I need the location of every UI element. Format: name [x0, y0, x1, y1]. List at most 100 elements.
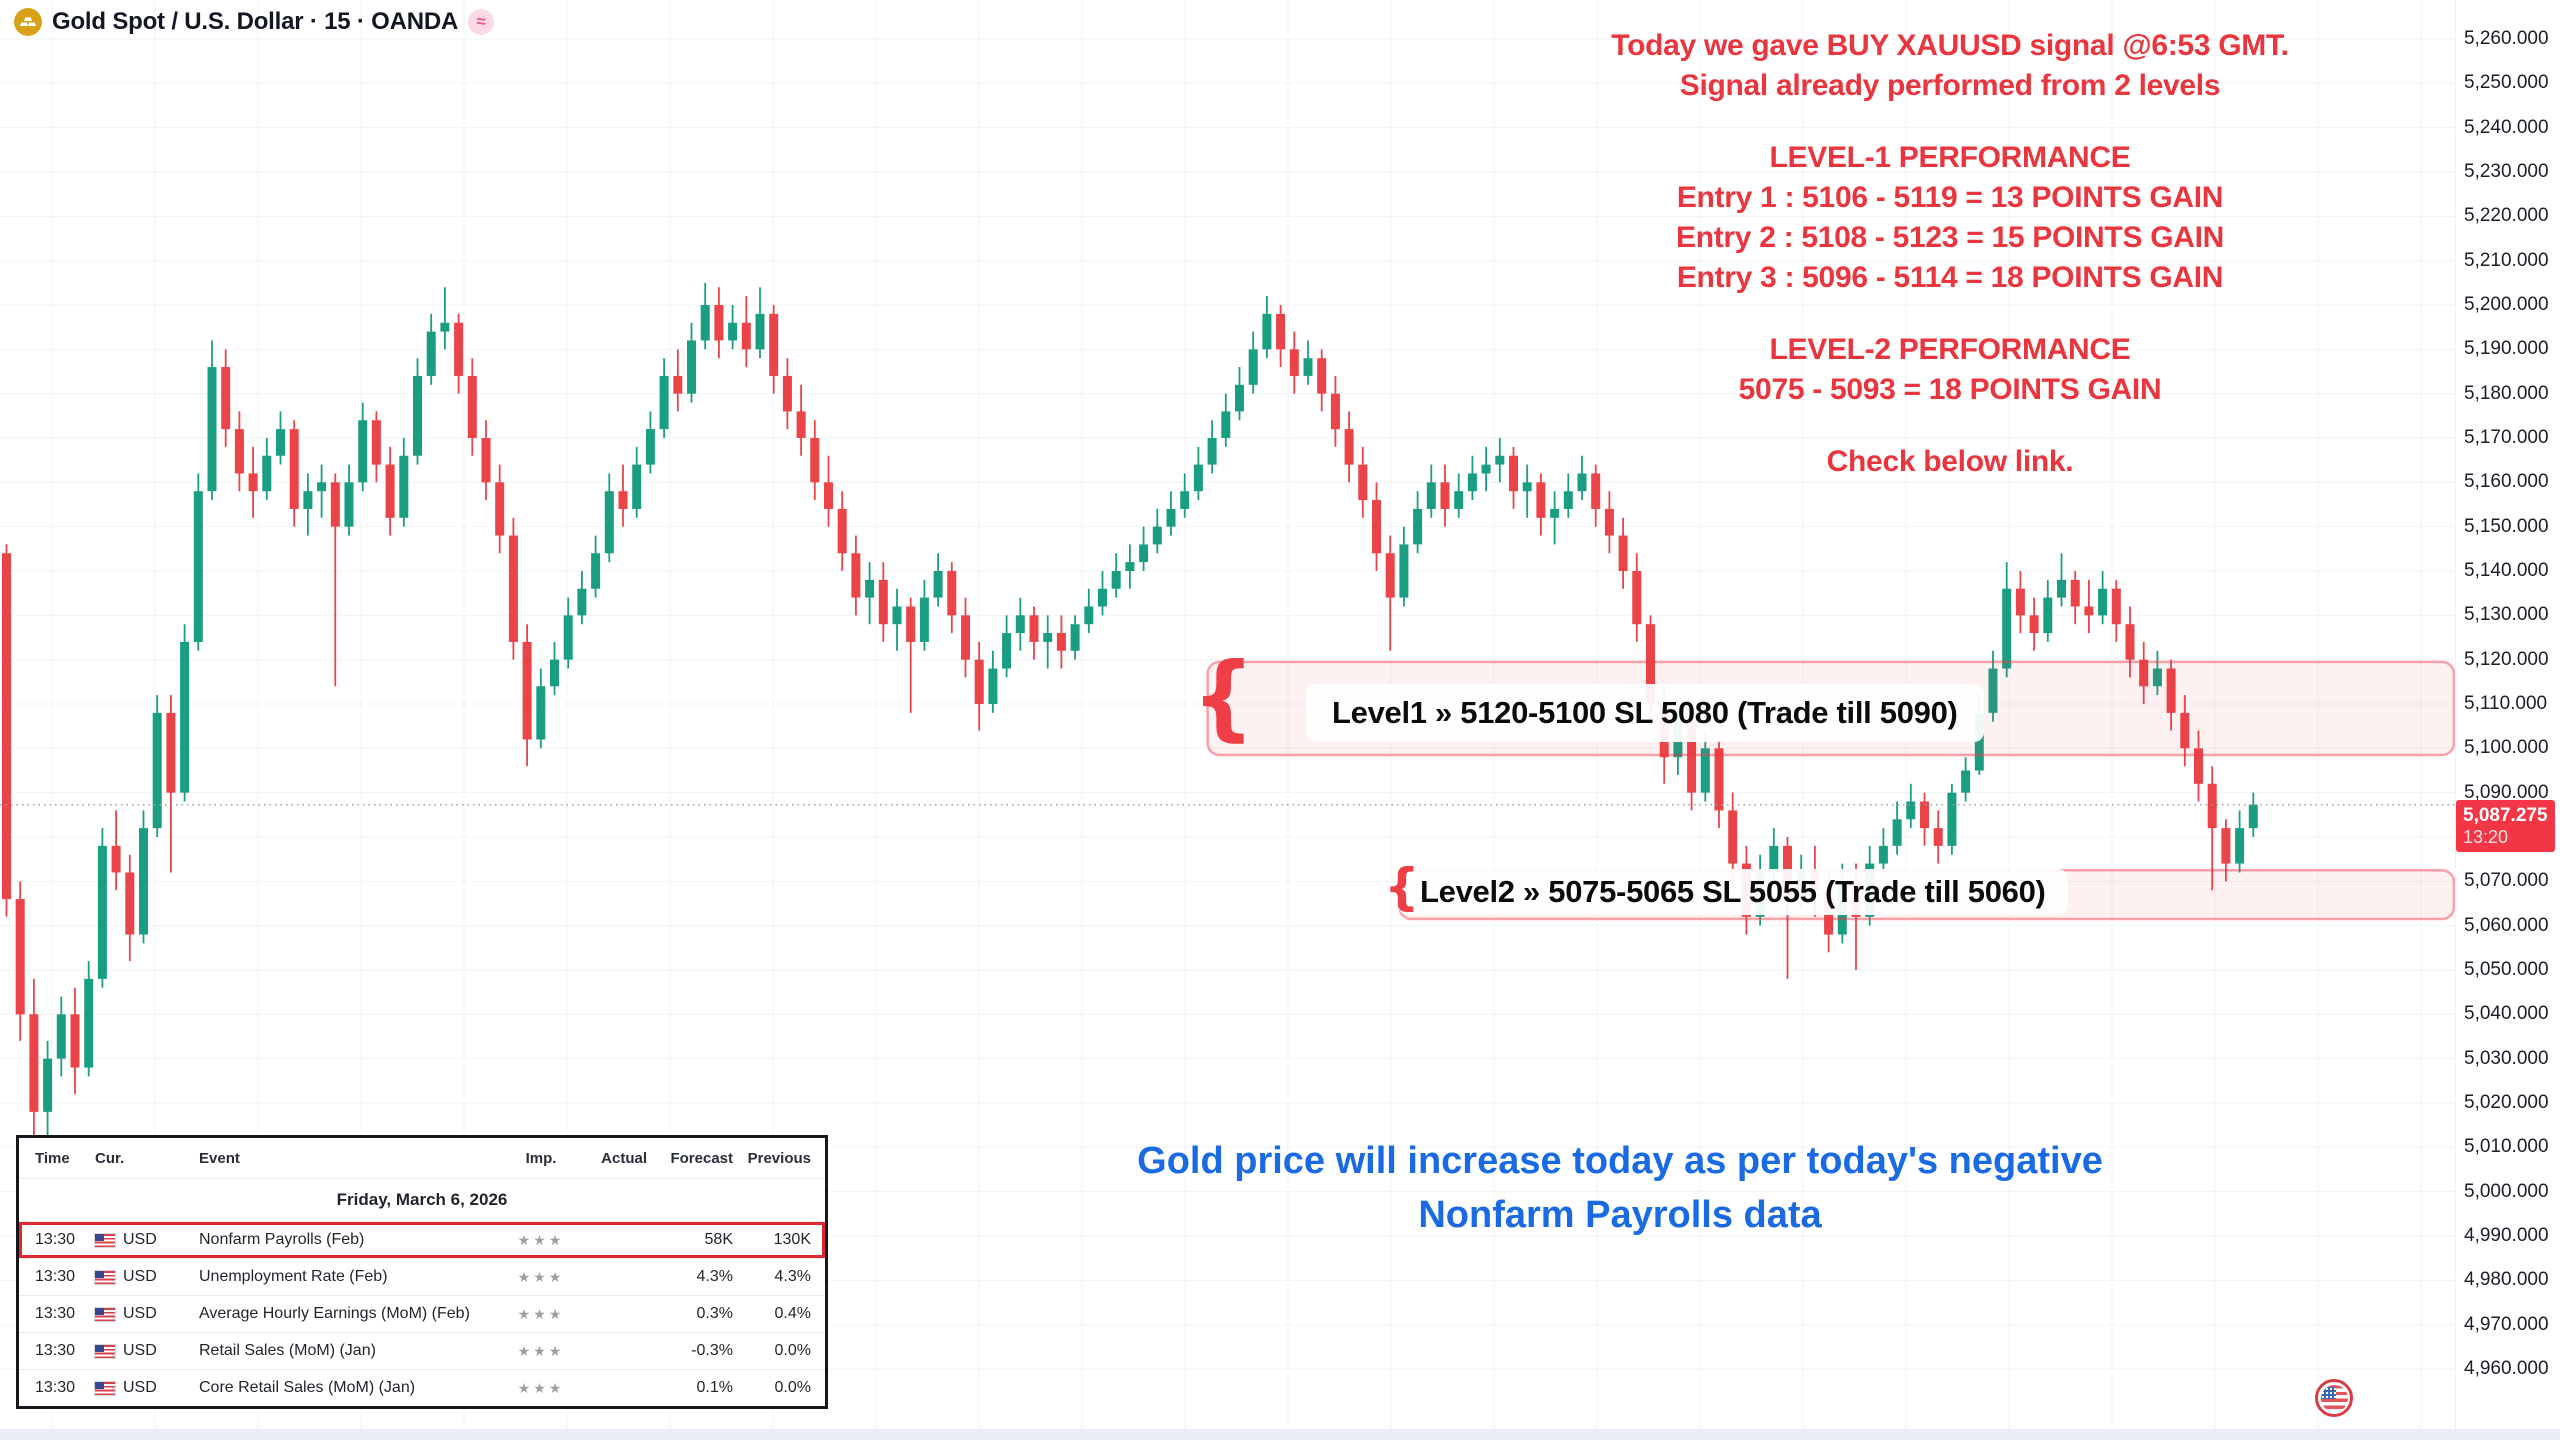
- calendar-row[interactable]: 13:30 USD Core Retail Sales (MoM) (Jan) ★★★…: [19, 1369, 825, 1406]
- price-axis-label: 5,030.000: [2464, 1047, 2549, 1069]
- candle: [125, 854, 135, 962]
- annotation-line: Today we gave BUY XAUUSD signal @6:53 GM…: [1611, 29, 2289, 62]
- candle: [1221, 393, 1231, 447]
- price-axis-label: 5,250.000: [2464, 72, 2549, 94]
- annotation-line: LEVEL-1 PERFORMANCE: [1769, 141, 2131, 174]
- level1-zone-label: Level1 » 5120-5100 SL 5080 (Trade till 5…: [1306, 684, 1984, 742]
- candle: [495, 464, 505, 554]
- annotation-line: LEVEL-2 PERFORMANCE: [1769, 333, 2131, 366]
- candle: [426, 313, 436, 385]
- price-axis-label: 5,190.000: [2464, 338, 2549, 360]
- price-axis-label: 5,230.000: [2464, 160, 2549, 182]
- candle: [234, 411, 244, 492]
- candle: [1577, 455, 1587, 501]
- us-flag-icon: [94, 1343, 116, 1359]
- us-flag-icon: [94, 1269, 116, 1285]
- calendar-row[interactable]: 13:30 USD Unemployment Rate (Feb) ★★★ 4.3% 4.…: [19, 1258, 825, 1295]
- candle: [851, 535, 861, 616]
- candle: [1933, 810, 1943, 864]
- candle: [289, 420, 299, 527]
- candle: [1467, 455, 1477, 501]
- currency-code: USD: [123, 1305, 157, 1322]
- annotation-line: Check below link.: [1826, 445, 2074, 478]
- candle: [2180, 695, 2190, 767]
- candle: [892, 588, 902, 651]
- importance-stars-icon: ★★★: [517, 1305, 565, 1322]
- previous-value: 0.4%: [774, 1305, 811, 1322]
- candle: [591, 535, 601, 598]
- forecast-value: 4.3%: [696, 1268, 733, 1285]
- us-flag-circle: [2320, 1384, 2348, 1412]
- candle: [1426, 464, 1436, 518]
- price-axis-label: 5,260.000: [2464, 28, 2549, 49]
- candle: [1604, 491, 1614, 554]
- calendar-column-header: Forecast: [670, 1149, 733, 1167]
- candle: [1399, 526, 1409, 607]
- candle: [2248, 792, 2258, 837]
- price-axis-label: 5,220.000: [2464, 205, 2549, 227]
- price-axis-label: 5,240.000: [2464, 116, 2549, 138]
- candle: [673, 349, 683, 412]
- calendar-row[interactable]: 13:30 USD Retail Sales (MoM) (Jan) ★★★ -0.3%…: [19, 1332, 825, 1369]
- forecast-annotation: Gold price will increase today as per to…: [1110, 1134, 2130, 1242]
- candle: [262, 437, 272, 501]
- candle: [139, 810, 148, 944]
- candle: [1152, 508, 1162, 554]
- currency-cell: USD: [94, 1379, 199, 1397]
- candle: [1070, 615, 1080, 660]
- candle: [2070, 570, 2080, 625]
- event-time: 13:30: [35, 1305, 76, 1322]
- candle: [344, 464, 354, 536]
- price-axis[interactable]: 5,260.000 5,250.000 5,240.000 5,230.000 5,22…: [2455, 0, 2560, 1440]
- candle: [714, 287, 724, 359]
- candle: [2207, 766, 2217, 891]
- currency-cell: USD: [94, 1231, 199, 1249]
- candle: [933, 553, 943, 607]
- candle: [1550, 491, 1560, 545]
- candle: [70, 987, 80, 1095]
- forecast-line: Gold price will increase today as per to…: [1137, 1140, 2103, 1182]
- candle: [1920, 792, 1929, 846]
- annotation-line: Signal already performed from 2 levels: [1679, 69, 2221, 102]
- candle: [687, 322, 696, 403]
- importance-stars-icon: ★★★: [517, 1231, 565, 1248]
- candle: [1084, 588, 1094, 634]
- annotation-gap: [1555, 410, 2345, 442]
- previous-value: 130K: [773, 1231, 811, 1248]
- candle: [84, 961, 94, 1077]
- candle: [824, 455, 833, 527]
- candle: [1193, 446, 1203, 501]
- candle: [467, 358, 477, 456]
- gold-coin-icon: [14, 8, 42, 36]
- calendar-column-header: Event: [199, 1149, 240, 1167]
- annotation-line: 5075 - 5093 = 18 POINTS GAIN: [1738, 373, 2162, 406]
- forecast-value: -0.3%: [691, 1342, 733, 1359]
- level2-zone-label: Level2 » 5075-5065 SL 5055 (Trade till 5…: [1398, 869, 2068, 915]
- candle: [2166, 659, 2176, 731]
- candle: [632, 446, 642, 518]
- currency-cell: USD: [94, 1342, 199, 1360]
- event-time: 13:30: [35, 1379, 76, 1396]
- calendar-row[interactable]: 13:30 USD Average Hourly Earnings (MoM) (F…: [19, 1295, 825, 1332]
- candle: [550, 641, 559, 696]
- symbol-title[interactable]: Gold Spot / U.S. Dollar · 15 · OANDA: [52, 8, 459, 35]
- price-axis-label: 5,180.000: [2464, 382, 2549, 404]
- candle: [180, 624, 190, 802]
- candle: [317, 464, 327, 518]
- candle: [481, 420, 491, 501]
- candle: [728, 304, 738, 350]
- candle: [207, 340, 217, 501]
- candle: [1372, 482, 1381, 571]
- annotation-line: Entry 1 : 5106 - 5119 = 13 POINTS GAIN: [1676, 181, 2224, 214]
- candle: [1454, 473, 1464, 518]
- price-axis-label: 5,090.000: [2464, 781, 2549, 803]
- event-time: 13:30: [35, 1268, 76, 1285]
- us-flag-icon: [94, 1380, 116, 1396]
- candle: [1481, 446, 1491, 492]
- candle: [2057, 553, 2066, 607]
- calendar-row-highlighted[interactable]: 13:30 USD Nonfarm Payrolls (Feb) ★★★ 58K 130K: [19, 1221, 825, 1258]
- candle: [1495, 437, 1505, 483]
- market-status-icon[interactable]: ≈: [468, 9, 495, 35]
- flag-canton: [2320, 1386, 2336, 1399]
- candle: [1961, 757, 1971, 802]
